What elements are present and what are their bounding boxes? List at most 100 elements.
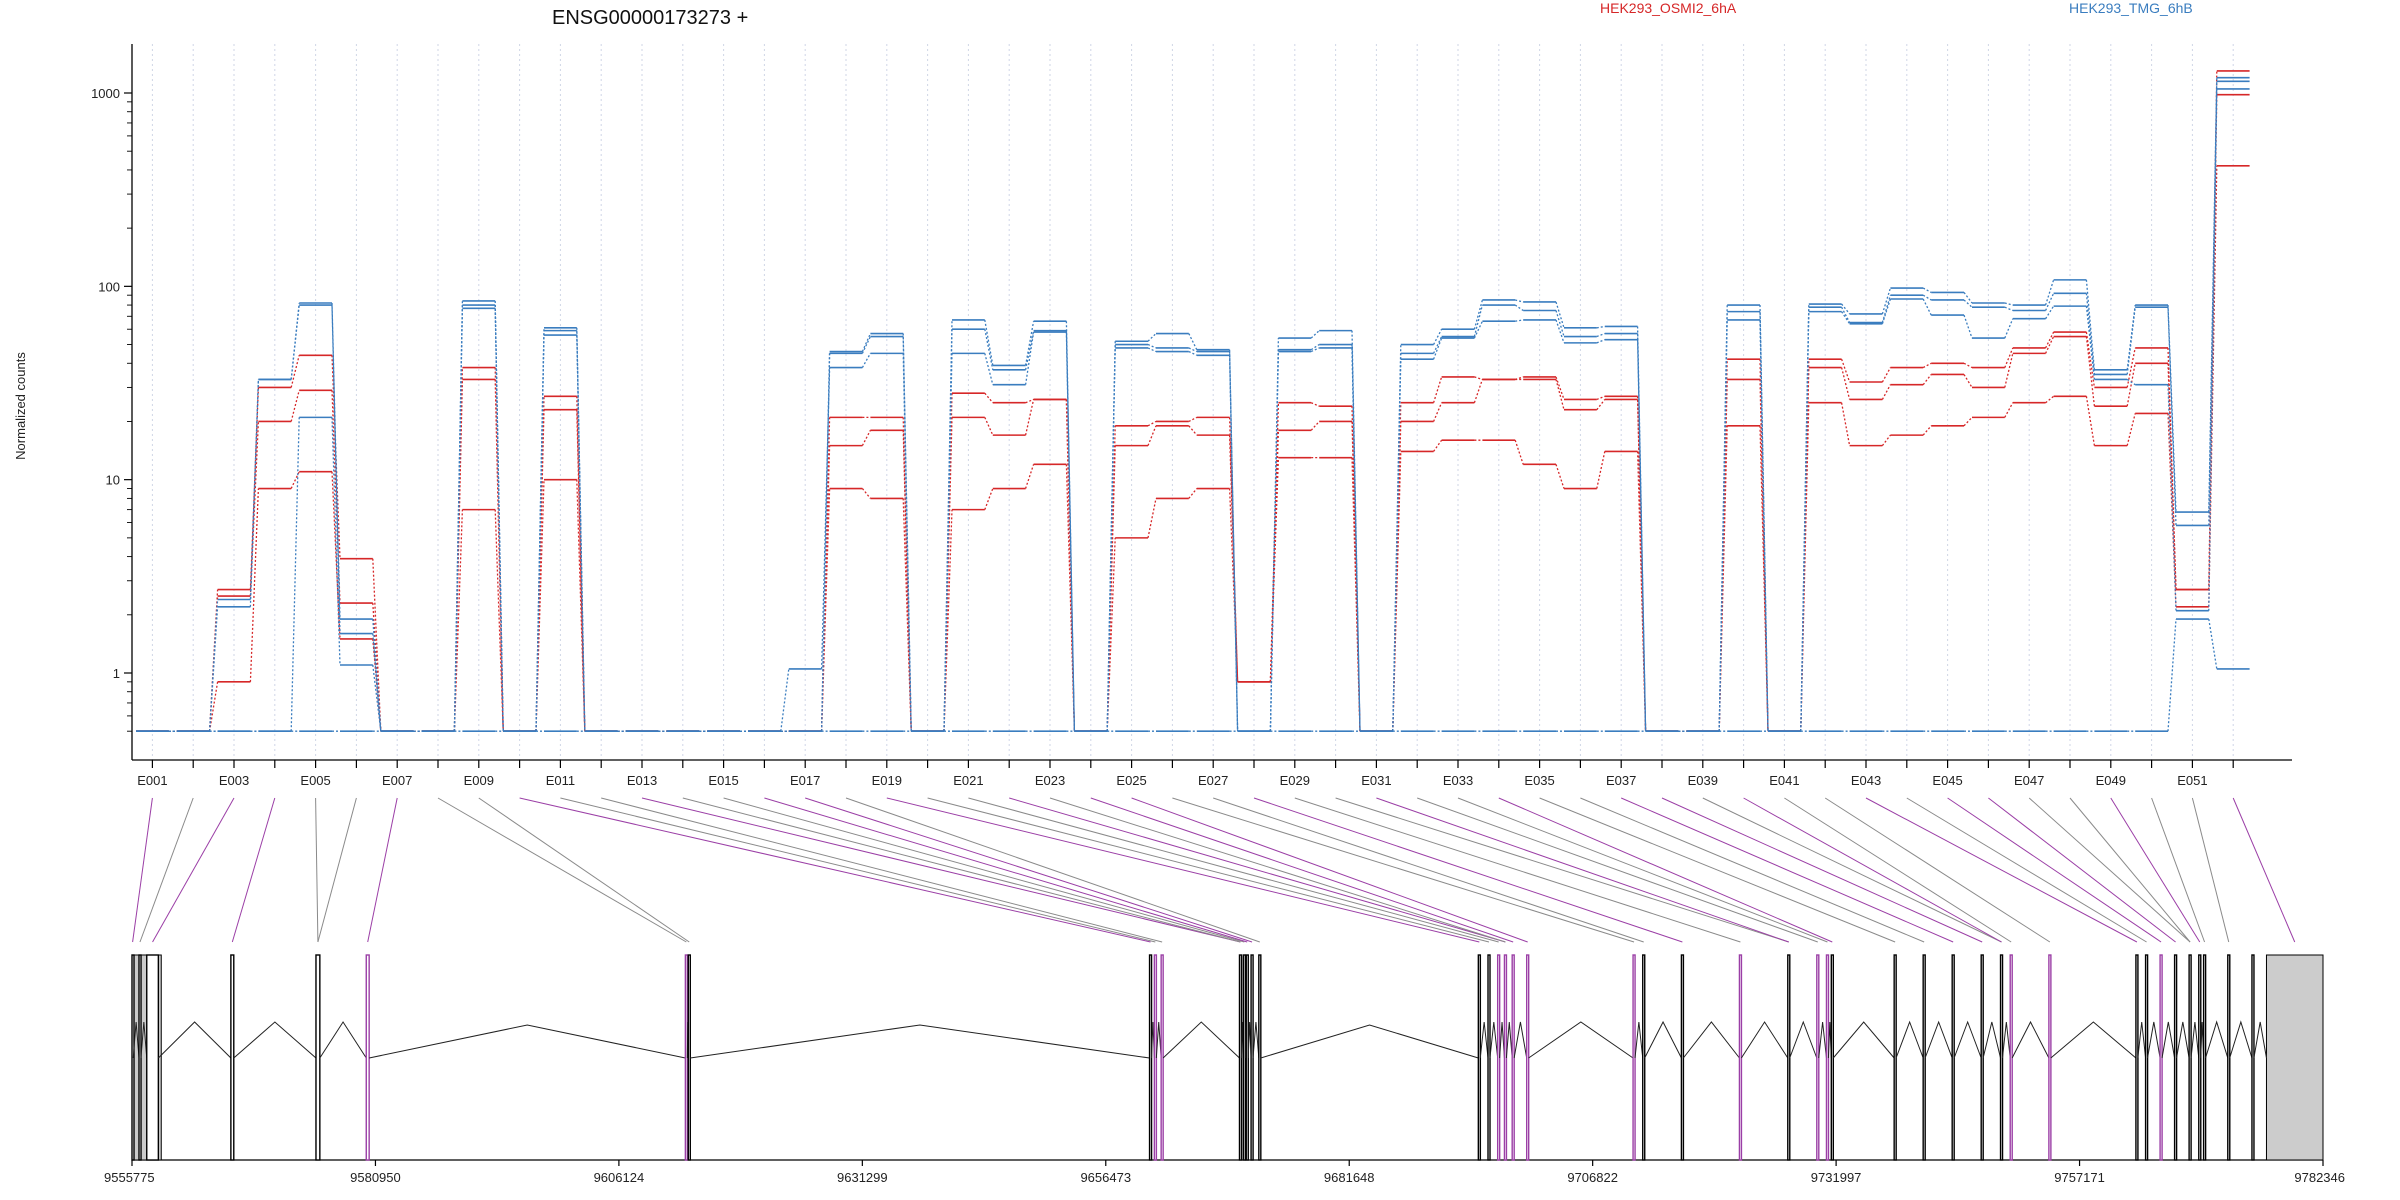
exon-connector — [1784, 797, 2012, 943]
genomic-tick-label: 9757171 — [2054, 1170, 2105, 1185]
data-riser — [2044, 279, 2055, 306]
exon-connector — [478, 797, 690, 943]
data-riser — [1147, 425, 1157, 446]
data-riser — [902, 498, 912, 732]
intron-line — [1505, 1021, 1513, 1059]
intron-line — [1895, 1020, 1924, 1059]
data-riser — [1433, 402, 1443, 422]
data-riser — [861, 353, 871, 368]
y-axis-label: Normalized counts — [13, 352, 28, 460]
x-tick-label: E023 — [1035, 773, 1065, 788]
data-riser — [1188, 350, 1198, 356]
x-tick-label: E047 — [2014, 773, 2044, 788]
intron-line — [1644, 1020, 1682, 1059]
data-riser — [1025, 398, 1034, 404]
genomic-ticks: 9555775 9580950 9606124 9631299 9656473 96816… — [104, 1160, 2345, 1185]
data-riser — [2167, 619, 2177, 732]
data-riser — [2004, 318, 2014, 339]
data-riser — [1024, 330, 1035, 370]
x-tick-label: E043 — [1851, 773, 1881, 788]
x-ticks: E001 E003 E005 E007 E009 E011 E013 E015 E017 E019… — [137, 760, 2234, 788]
data-riser — [1759, 305, 1769, 732]
series-3 — [136, 76, 2250, 732]
exon-box — [365, 954, 370, 1161]
data-riser — [1351, 330, 1361, 732]
data-riser — [1514, 439, 1524, 465]
intron-line — [1818, 1021, 1827, 1059]
legend-osmi2: HEK293_OSMI2_6hA — [1600, 0, 1737, 16]
genomic-tick-label: 9782346 — [2294, 1170, 2345, 1185]
data-riser — [1188, 333, 1198, 351]
data-riser — [2085, 306, 2096, 380]
data-riser — [820, 353, 831, 732]
data-riser — [1841, 311, 1851, 325]
data-riser — [2208, 619, 2218, 670]
exon-connector — [1988, 797, 2176, 943]
intron-line — [2050, 1021, 2137, 1059]
x-tick-label: E021 — [953, 773, 983, 788]
data-riser — [1310, 347, 1320, 353]
data-riser — [1881, 298, 1892, 325]
data-riser — [2045, 293, 2055, 311]
grid-lines — [151, 44, 2234, 760]
data-riser — [984, 488, 994, 510]
data-riser — [249, 379, 260, 607]
data-riser — [1555, 310, 1565, 337]
intron-line — [140, 1021, 148, 1059]
data-riser — [1433, 336, 1443, 354]
exon-connector — [1009, 797, 1506, 943]
x-tick-label: E013 — [627, 773, 657, 788]
exon-connector — [1580, 797, 1925, 943]
data-riser — [249, 488, 260, 682]
exon-connector — [1457, 797, 1828, 943]
intron-line — [1155, 1021, 1162, 1059]
data-riser — [1024, 331, 1035, 385]
data-riser — [1963, 299, 1973, 308]
genomic-tick-label: 9580950 — [350, 1170, 401, 1185]
data-riser — [1514, 304, 1524, 312]
data-riser — [2208, 88, 2218, 611]
exon-connector — [2232, 797, 2296, 943]
exon-connector — [2110, 797, 2201, 943]
intron-line — [1528, 1021, 1634, 1059]
data-riser — [2004, 353, 2014, 388]
data-riser — [2004, 402, 2014, 418]
x-tick-label: E011 — [546, 773, 575, 788]
data-riser — [1718, 425, 1728, 732]
exon-connector — [1702, 797, 2002, 943]
exon-connector — [231, 797, 276, 943]
y-tick-label: 1 — [113, 666, 120, 681]
x-tick-label: E031 — [1361, 773, 1391, 788]
exon-connector — [1172, 797, 1635, 943]
intron-line — [369, 1024, 686, 1059]
exon-box — [1830, 954, 1835, 1161]
exon-connector — [682, 797, 1241, 943]
exon-box — [1525, 954, 1530, 1161]
data-riser — [1024, 321, 1035, 366]
series-layer — [136, 70, 2250, 732]
exon-connector — [139, 797, 194, 943]
series-4 — [136, 80, 2250, 732]
data-riser — [1473, 304, 1484, 337]
data-riser — [780, 668, 790, 732]
data-riser — [290, 355, 300, 388]
series-6 — [136, 618, 2250, 732]
data-riser — [1065, 332, 1076, 732]
y-tick-label: 100 — [98, 279, 120, 294]
intron-line — [690, 1024, 1150, 1059]
x-tick-label: E009 — [464, 773, 494, 788]
data-riser — [1555, 464, 1565, 489]
x-tick-label: E041 — [1769, 773, 1799, 788]
exon-connector — [560, 797, 1156, 943]
data-riser — [331, 417, 341, 666]
data-riser — [1596, 399, 1606, 411]
data-riser — [1881, 384, 1891, 400]
data-riser — [984, 353, 994, 385]
data-riser — [1555, 301, 1565, 329]
data-riser — [2208, 77, 2218, 513]
exon-connector — [1090, 797, 1514, 943]
data-riser — [1515, 299, 1524, 303]
data-riser — [1188, 425, 1198, 436]
data-riser — [1555, 379, 1565, 410]
data-riser — [1433, 439, 1443, 452]
